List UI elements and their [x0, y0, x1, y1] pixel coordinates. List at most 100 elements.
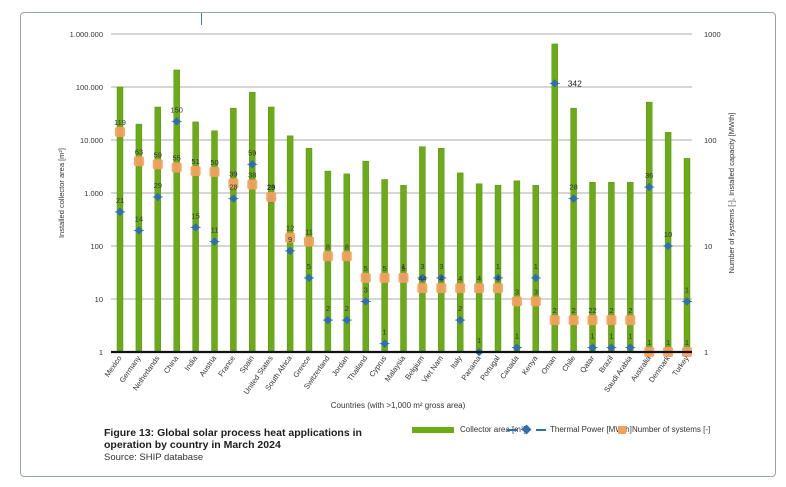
systems-marker	[549, 315, 560, 326]
systems-marker	[190, 165, 201, 176]
systems-marker	[398, 272, 409, 283]
systems-marker	[228, 178, 239, 189]
thermal-diamond	[191, 223, 200, 232]
thermal-power-markers	[115, 79, 692, 357]
systems-marker	[266, 191, 277, 202]
systems-marker	[455, 283, 466, 294]
data-labels: 1192163145929551505115501139283859292812…	[114, 78, 689, 347]
systems-label: 51	[191, 157, 199, 166]
systems-marker	[304, 236, 314, 247]
x-tick-label: China	[162, 353, 181, 375]
x-tick-label: France	[216, 354, 237, 378]
x-tick-label: India	[183, 353, 200, 372]
collector-bar	[475, 183, 483, 353]
thermal-diamond	[626, 343, 635, 352]
systems-marker	[417, 283, 428, 294]
thermal-label-oman: 342	[568, 78, 582, 88]
thermal-label: 28	[229, 183, 237, 192]
thermal-label: 10	[664, 230, 672, 239]
legend-line-swatch	[507, 428, 517, 431]
thermal-diamond	[285, 246, 295, 256]
collector-bar	[419, 146, 426, 353]
thermal-diamond	[115, 207, 125, 217]
systems-label: 63	[135, 147, 143, 156]
legend-thermal: Thermal Power [MWth]	[507, 424, 632, 435]
systems-marker	[436, 283, 447, 294]
collector-bar	[362, 160, 369, 353]
systems-label: 1	[647, 338, 651, 347]
collector-bar	[683, 158, 691, 353]
systems-label: 8	[326, 242, 330, 251]
thermal-label: 1	[685, 285, 689, 294]
figure-caption-title: Figure 13: Global solar process heat app…	[104, 427, 362, 451]
thermal-label: 2	[458, 304, 462, 313]
systems-marker	[474, 283, 485, 294]
thermal-diamond	[342, 315, 352, 325]
thermal-label: 1	[590, 332, 594, 341]
x-tick-label: Italy	[449, 354, 464, 371]
thermal-label: 2	[345, 304, 349, 313]
x-tick-label: Austria	[197, 353, 218, 378]
legend-systems-label: Number of systems [-]	[632, 425, 711, 434]
thermal-label: 3	[420, 262, 424, 271]
thermal-label: 14	[135, 215, 143, 224]
thermal-diamond	[437, 273, 446, 283]
systems-label: 59	[154, 150, 162, 159]
systems-marker	[625, 315, 636, 326]
collector-bars	[116, 43, 691, 353]
thermal-label: 15	[191, 211, 199, 220]
systems-label: 5	[364, 264, 368, 273]
thermal-label: 1	[609, 332, 613, 341]
systems-label: 4	[496, 274, 500, 283]
systems-label: 2	[572, 306, 576, 315]
x-tick-label: Turkey	[670, 354, 691, 378]
thermal-diamond	[134, 226, 144, 235]
y-left-axis-label: Installed collector area [m²]	[57, 148, 66, 238]
thermal-diamond	[455, 315, 465, 325]
legend-systems: Number of systems [-]	[618, 425, 710, 434]
systems-label: 2	[628, 306, 632, 315]
systems-marker	[209, 166, 220, 177]
systems-label: 4	[477, 274, 481, 283]
x-tick-label: Chile	[560, 354, 577, 373]
collector-bar	[249, 91, 256, 353]
systems-label: 55	[173, 154, 181, 163]
systems-marker	[341, 251, 352, 262]
thermal-label: 28	[569, 183, 577, 192]
systems-marker	[587, 315, 598, 326]
legend-collector-label: Collector area [m²]	[460, 425, 526, 434]
systems-marker	[247, 179, 258, 190]
systems-label: 11	[305, 228, 313, 237]
systems-label: 1	[685, 338, 689, 347]
x-tick-label: Oman	[539, 354, 558, 376]
thermal-label: 59	[248, 148, 256, 157]
thermal-label: 9	[288, 235, 292, 244]
diamond-icon	[521, 424, 532, 435]
systems-marker	[606, 315, 617, 326]
legend-bar-swatch	[412, 426, 454, 433]
y-left-tick-label: 1	[99, 348, 103, 357]
x-tick-label: Canada	[498, 353, 521, 380]
systems-label: 5	[383, 264, 387, 273]
legend-collector: Collector area [m²]	[412, 425, 526, 434]
thermal-diamond	[418, 273, 427, 283]
thermal-diamond	[512, 343, 522, 352]
systems-label: 29	[267, 183, 275, 192]
figure-source: Source: SHIP database	[104, 452, 204, 463]
thermal-diamond	[361, 297, 370, 306]
thermal-diamond	[248, 160, 257, 169]
systems-marker	[152, 159, 163, 170]
x-tick-label: Qatar	[578, 354, 596, 375]
thermal-label: 36	[645, 171, 653, 180]
systems-label: 4	[458, 274, 462, 283]
collector-bar	[646, 101, 653, 353]
systems-marker	[379, 272, 390, 283]
y-right-tick-label: 10	[704, 242, 712, 251]
systems-label: 1	[666, 338, 670, 347]
collector-bar	[305, 148, 313, 353]
thermal-diamond	[682, 297, 692, 306]
systems-label: 44	[418, 274, 426, 283]
thermal-label: 1	[515, 332, 519, 341]
thermal-diamond	[210, 237, 219, 246]
